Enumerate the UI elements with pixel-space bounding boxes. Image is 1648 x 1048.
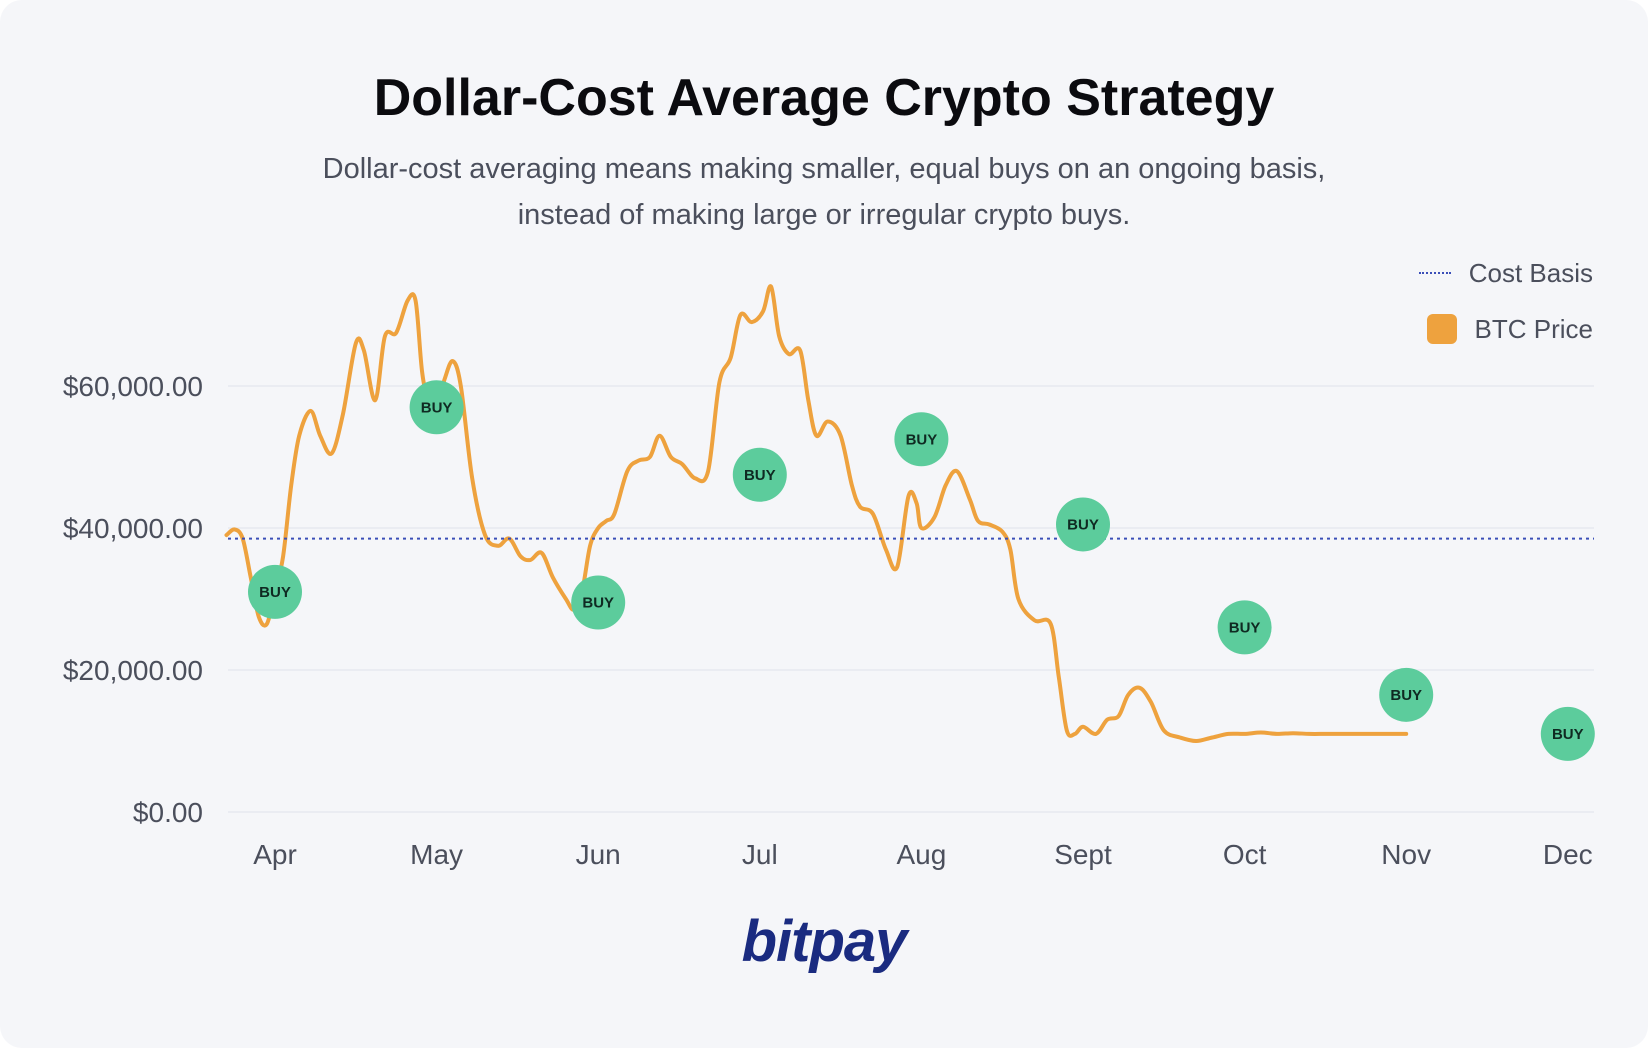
buy-marker: [1540, 706, 1595, 761]
cost-basis-swatch: [1418, 272, 1451, 274]
legend-label-cost-basis: Cost Basis: [1468, 257, 1593, 288]
buy-marker-label: BUY: [1067, 516, 1099, 533]
buy-marker-label: BUY: [259, 584, 291, 601]
buy-marker: [1056, 497, 1110, 552]
legend-label-btc-price: BTC Price: [1474, 313, 1593, 344]
x-tick-label: May: [410, 839, 463, 870]
buy-marker: [732, 447, 787, 502]
x-tick-label: Jul: [742, 839, 778, 870]
buy-marker-label: BUY: [744, 467, 776, 484]
buy-marker: [571, 575, 626, 630]
chart-title: Dollar-Cost Average Crypto Strategy: [373, 69, 1275, 127]
buy-marker-label: BUY: [582, 595, 614, 612]
chart-subtitle: Dollar-cost averaging means making small…: [322, 153, 1326, 231]
bitpay-logo: bitpay: [741, 909, 908, 974]
x-tick-label: Nov: [1381, 839, 1431, 870]
buy-marker-label: BUY: [421, 399, 453, 416]
buy-marker: [248, 564, 302, 619]
x-tick-label: Sept: [1054, 839, 1112, 870]
y-tick-label: $0.00: [133, 797, 203, 828]
legend-item-cost-basis[interactable]: Cost Basis: [1418, 257, 1593, 288]
buy-marker-label: BUY: [1229, 619, 1261, 636]
legend: Cost Basis BTC Price: [1418, 257, 1593, 370]
buy-marker-label: BUY: [1552, 726, 1584, 743]
x-tick-label: Jun: [576, 839, 621, 870]
x-tick-label: Dec: [1543, 839, 1593, 870]
buy-marker-label: BUY: [1390, 687, 1422, 704]
buy-marker-label: BUY: [906, 431, 938, 448]
x-tick-label: Oct: [1223, 839, 1267, 870]
y-tick-label: $60,000.00: [63, 371, 203, 402]
buy-marker: [409, 380, 464, 435]
x-tick-label: Aug: [896, 839, 946, 870]
x-tick-label: Apr: [253, 839, 297, 870]
buy-marker: [1217, 600, 1272, 655]
y-tick-label: $20,000.00: [63, 655, 203, 686]
btc-price-swatch: [1426, 314, 1457, 344]
legend-item-btc-price[interactable]: BTC Price: [1419, 314, 1593, 344]
y-tick-label: $40,000.00: [63, 513, 203, 544]
buy-marker: [1379, 667, 1434, 722]
buy-marker: [894, 412, 949, 467]
btc-price-line: [224, 284, 1409, 743]
